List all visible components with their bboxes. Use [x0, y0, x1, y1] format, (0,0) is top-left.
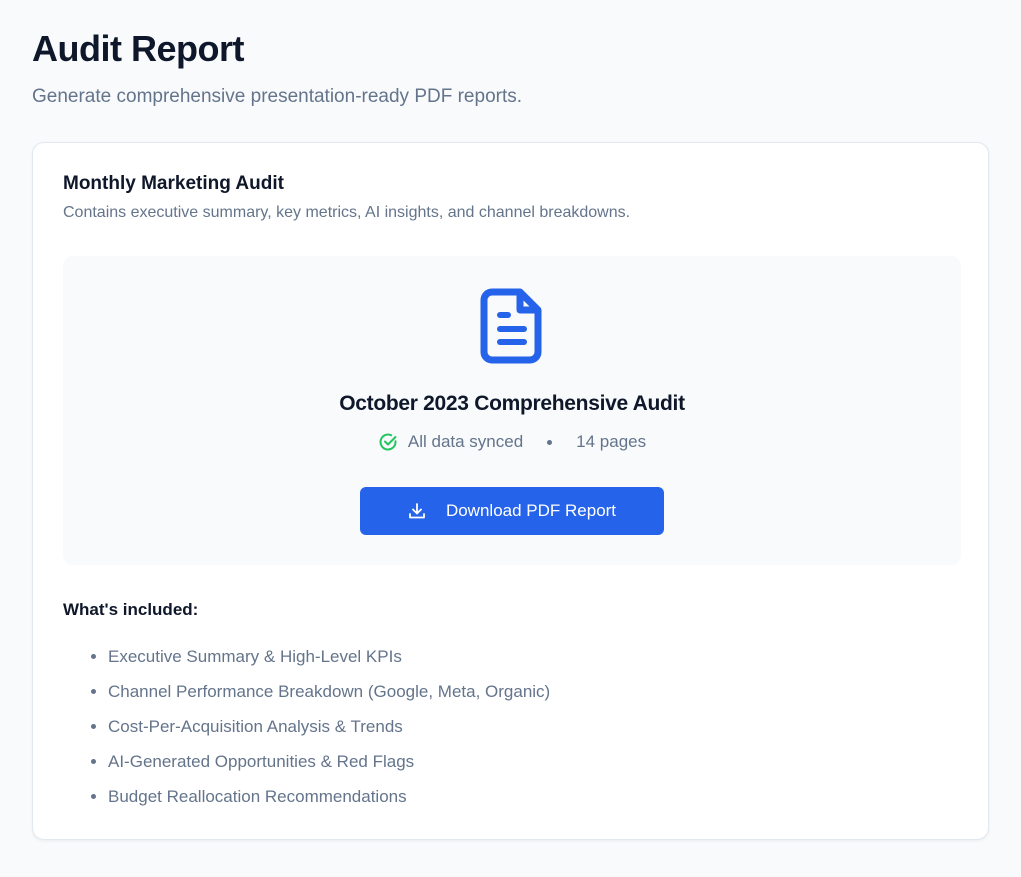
card-description: Contains executive summary, key metrics,…: [63, 204, 631, 221]
list-item: Budget Reallocation Recommendations: [108, 779, 550, 814]
list-item: Executive Summary & High-Level KPIs: [108, 639, 550, 674]
audit-card: Monthly Marketing Audit Contains executi…: [32, 142, 989, 840]
page-subtitle: Generate comprehensive presentation-read…: [32, 86, 523, 107]
list-item: Channel Performance Breakdown (Google, M…: [108, 674, 550, 709]
download-pdf-button[interactable]: Download PDF Report: [360, 487, 664, 535]
page-title: Audit Report: [32, 28, 244, 69]
card-title: Monthly Marketing Audit: [63, 173, 284, 194]
report-name: October 2023 Comprehensive Audit: [339, 392, 685, 415]
check-circle-icon: [379, 433, 397, 451]
list-item: Cost-Per-Acquisition Analysis & Trends: [108, 709, 550, 744]
report-meta: All data synced 14 pages: [63, 432, 961, 452]
download-icon: [409, 503, 425, 519]
included-list: Executive Summary & High-Level KPIs Chan…: [63, 639, 550, 814]
sync-status: All data synced: [407, 432, 524, 451]
report-panel: October 2023 Comprehensive Audit All dat…: [63, 256, 961, 565]
included-title: What's included:: [63, 600, 199, 619]
download-label: Download PDF Report: [445, 501, 617, 520]
list-item: AI-Generated Opportunities & Red Flags: [108, 744, 550, 779]
file-text-icon: [480, 288, 542, 364]
page-count: 14 pages: [576, 432, 647, 451]
separator-dot: [547, 439, 553, 445]
